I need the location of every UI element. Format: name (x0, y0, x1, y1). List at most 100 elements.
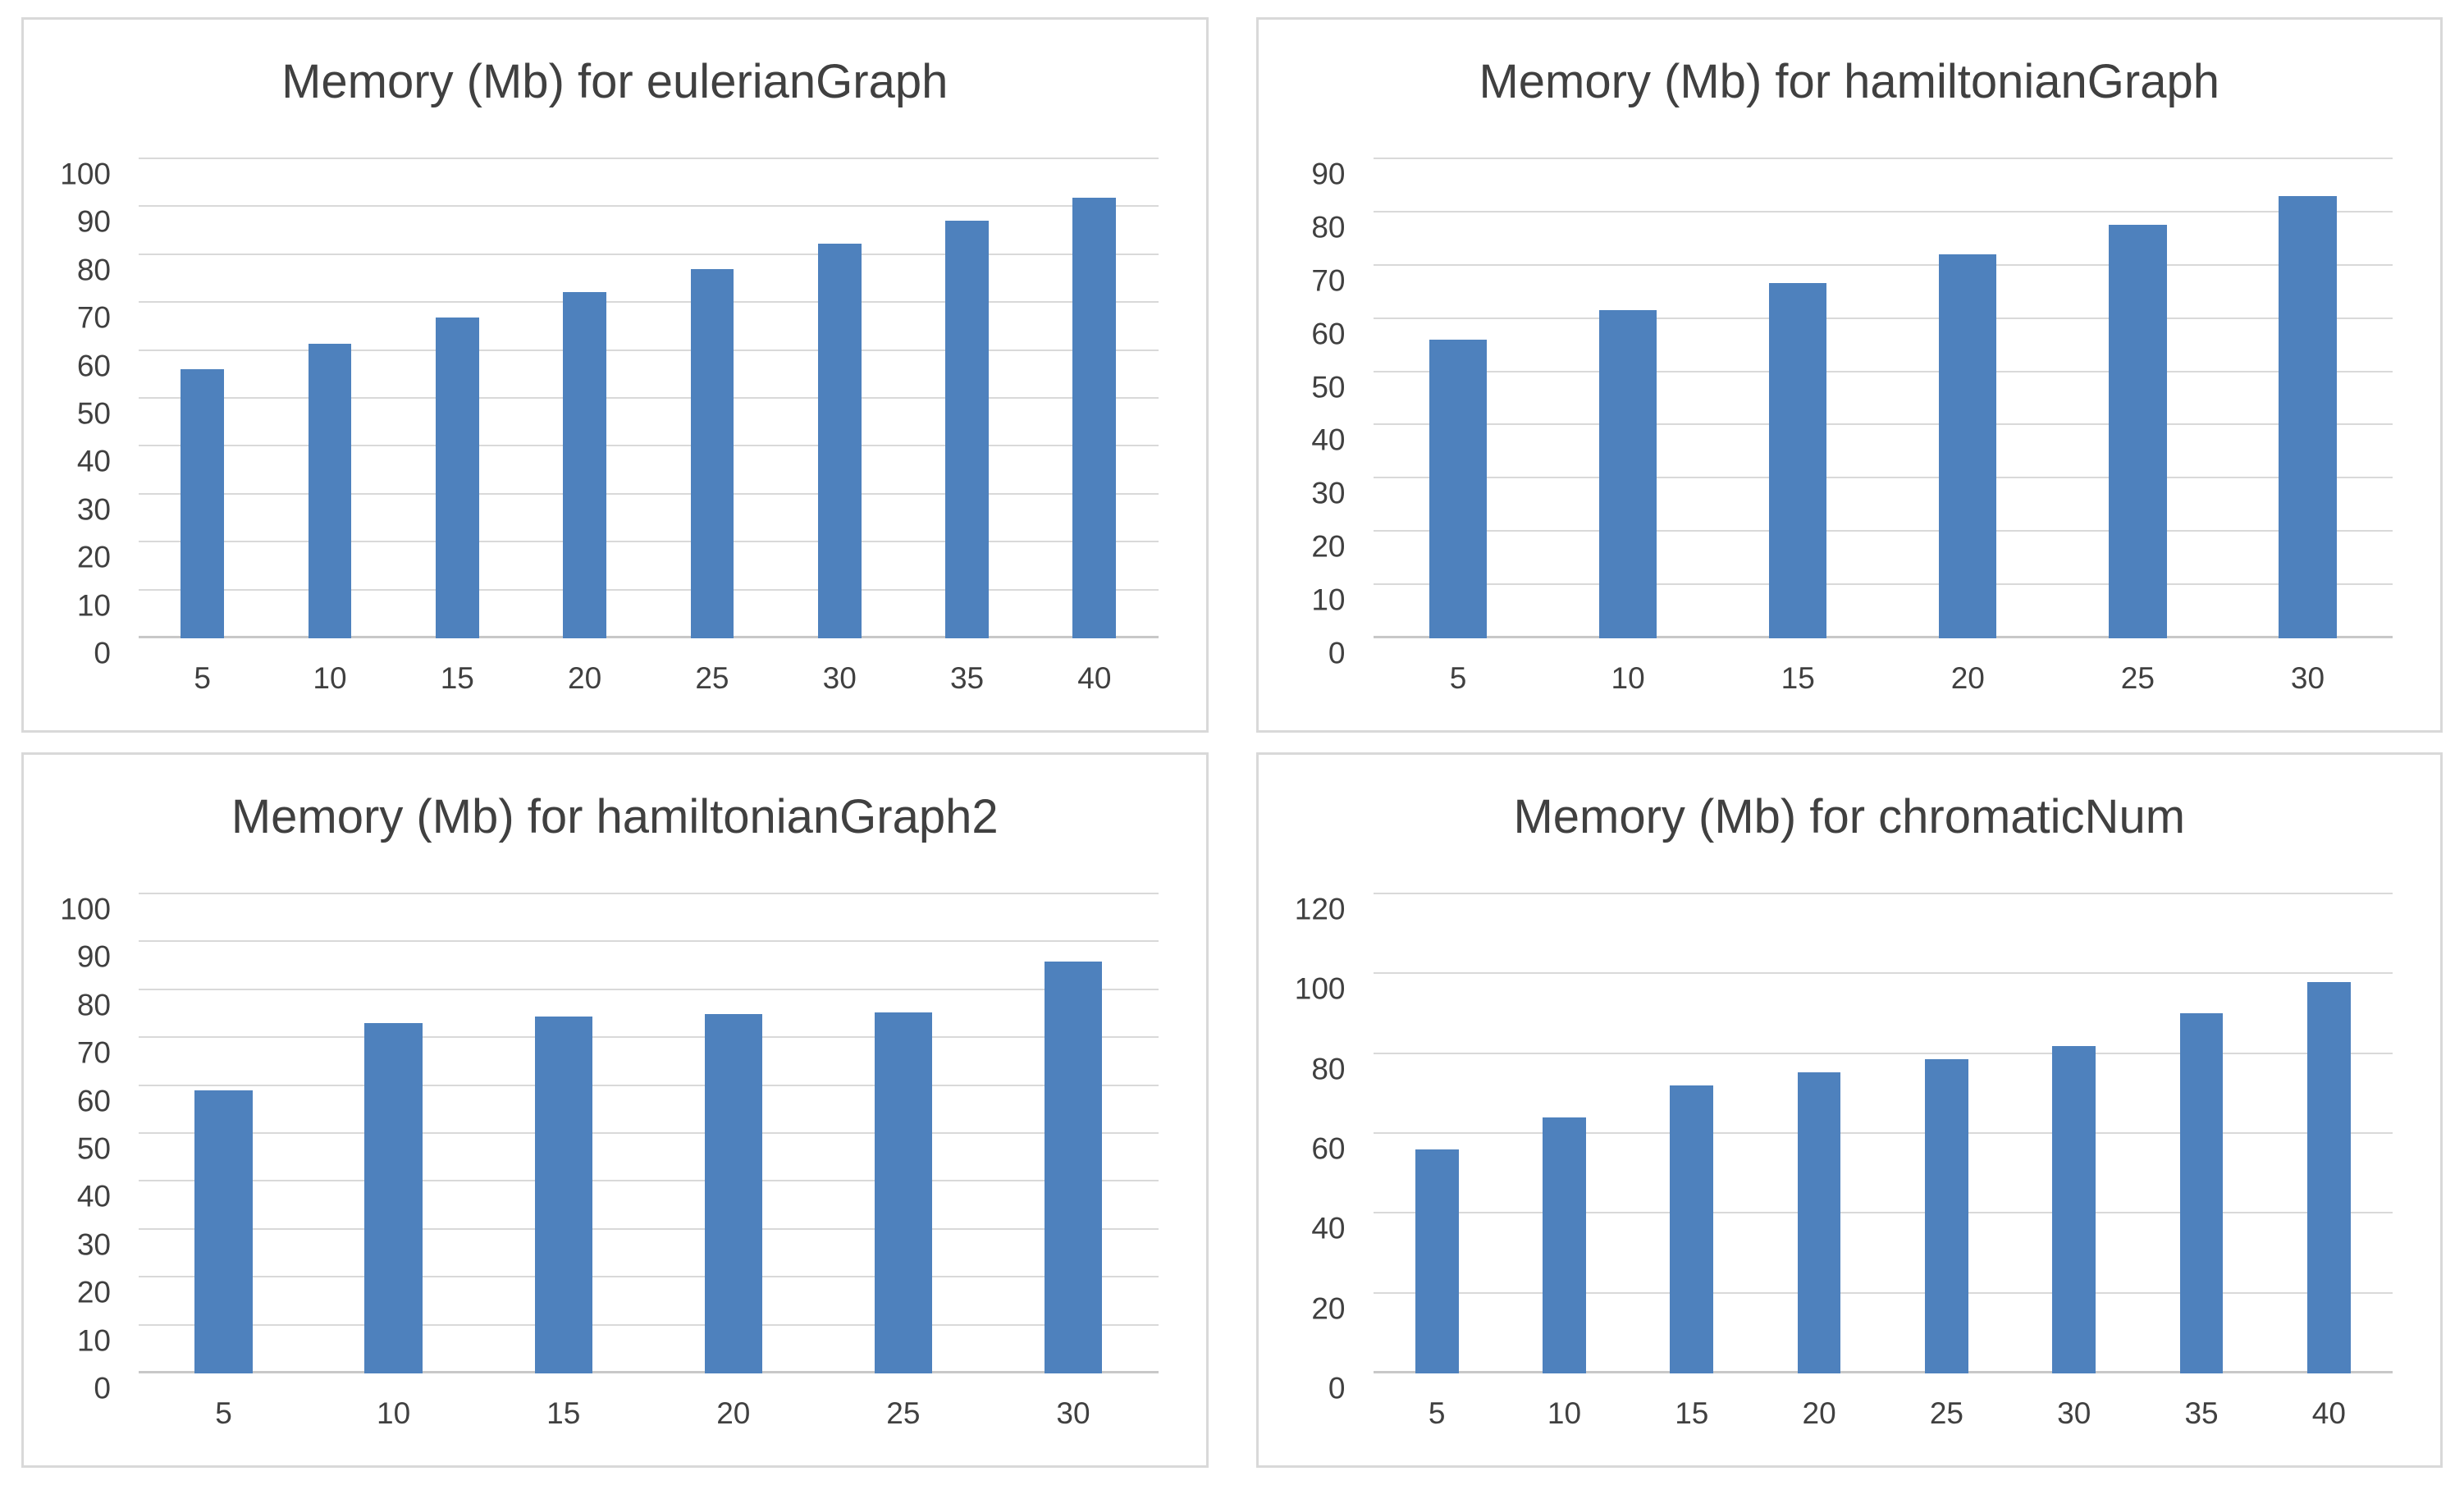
x-tick-label: 25 (2120, 661, 2155, 695)
chart-chromatic-num: Memory (Mb) for chromaticNum 0 20 40 60 80 10… (1255, 752, 2443, 1468)
chart-title: Memory (Mb) for hamiltonianGraph2 (231, 790, 999, 843)
gridline (1373, 370, 2393, 372)
bar (1415, 1149, 1459, 1373)
bar (945, 221, 989, 638)
y-tick-label: 60 (1311, 317, 1346, 351)
gridline (139, 988, 1159, 990)
gridline (139, 1227, 1159, 1230)
gridline (1373, 530, 2393, 532)
y-tick-label: 60 (76, 349, 111, 383)
x-tick-label: 5 (1449, 661, 1467, 695)
gridline (1373, 158, 2393, 159)
x-tick-label: 10 (1547, 1396, 1582, 1430)
y-tick-label: 50 (76, 396, 111, 431)
y-tick-label: 40 (1311, 423, 1346, 457)
x-tick-label: 5 (1428, 1396, 1446, 1430)
y-tick-label: 60 (1311, 1131, 1346, 1166)
y-tick-label: 60 (76, 1084, 111, 1118)
y-tick-label: 10 (76, 588, 111, 623)
gridline (1373, 1291, 2393, 1294)
bar (1429, 339, 1488, 638)
y-tick-label: 40 (76, 1179, 111, 1213)
bar (2052, 1045, 2096, 1373)
bar (181, 368, 225, 638)
x-tick-label: 15 (546, 1396, 581, 1430)
y-tick-label: 20 (76, 1275, 111, 1309)
y-tick-label: 50 (76, 1131, 111, 1166)
x-tick-label: 25 (1929, 1396, 1963, 1430)
gridline (139, 301, 1159, 304)
charts-grid: Memory (Mb) for eulerianGraph 0 10 20 30 40 5… (21, 17, 2443, 1468)
bar (1072, 197, 1117, 638)
bar (2306, 982, 2351, 1373)
y-tick-label: 70 (76, 300, 111, 335)
plot-area: 0 10 20 30 40 50 60 70 80 90 100 5 10 15 20 25 30 35 40 (60, 158, 1159, 695)
x-tick-label: 20 (1950, 661, 1985, 695)
gridline (139, 253, 1159, 255)
y-tick-label: 90 (76, 204, 111, 239)
x-tick-label: 10 (1611, 661, 1645, 695)
x-tick-label: 35 (949, 661, 985, 695)
gridline (139, 205, 1159, 208)
gridline (139, 349, 1159, 351)
bar (704, 1014, 762, 1373)
chart-title: Memory (Mb) for chromaticNum (1513, 790, 2186, 843)
y-tick-label: 90 (1311, 157, 1346, 191)
y-tick-label: 0 (94, 1371, 111, 1405)
y-tick-label: 100 (60, 157, 111, 191)
bar (1797, 1071, 1841, 1373)
bar (1939, 254, 1997, 638)
y-tick-label: 40 (1311, 1211, 1346, 1245)
bar (817, 244, 862, 638)
chart-title: Memory (Mb) for hamiltonianGraph (1479, 55, 2219, 108)
gridline (1373, 1052, 2393, 1054)
x-tick-label: 20 (1802, 1396, 1836, 1430)
gridline (139, 492, 1159, 495)
x-tick-label: 40 (1077, 661, 1112, 695)
y-tick-label: 50 (1311, 370, 1346, 404)
bar (2279, 195, 2337, 638)
bar (308, 343, 352, 638)
y-tick-label: 30 (76, 492, 111, 527)
gridline (139, 541, 1159, 543)
y-tick-label: 0 (1328, 636, 1346, 670)
x-tick-label: 40 (2311, 1396, 2346, 1430)
bar (874, 1012, 933, 1373)
y-tick-label: 20 (76, 540, 111, 574)
x-tick-label: 30 (822, 661, 857, 695)
x-tick-label: 20 (568, 661, 602, 695)
bar (2179, 1013, 2224, 1373)
chart-hamiltonian-graph: Memory (Mb) for hamiltonianGraph 0 10 20 30… (1255, 17, 2443, 733)
chart-hamiltonian-graph2: Memory (Mb) for hamiltonianGraph2 0 10 20 3… (21, 752, 1209, 1468)
gridline (1373, 477, 2393, 479)
gridline (1373, 1212, 2393, 1214)
y-tick-label: 80 (76, 253, 111, 287)
gridline (1373, 263, 2393, 266)
x-tick-label: 15 (1675, 1396, 1709, 1430)
gridline (1373, 317, 2393, 319)
y-tick-label: 10 (1311, 583, 1346, 617)
bar (435, 318, 479, 638)
gridline (1373, 893, 2393, 894)
gridline (1373, 1132, 2393, 1134)
x-axis-line (1373, 636, 2393, 638)
plot-area: 0 20 40 60 80 100 120 5 10 15 20 25 30 35 40 (1295, 893, 2393, 1430)
gridline (139, 445, 1159, 447)
gridline (1373, 423, 2393, 426)
bar (1670, 1085, 1714, 1373)
x-tick-label: 10 (377, 1396, 411, 1430)
bar (534, 1016, 592, 1373)
gridline (139, 158, 1159, 159)
gridline (139, 1132, 1159, 1134)
bar (194, 1090, 253, 1373)
gridline (139, 397, 1159, 399)
plot-area: 0 10 20 30 40 50 60 70 80 90 100 5 10 15 20 25 30 (60, 893, 1159, 1430)
gridline (139, 1276, 1159, 1278)
y-tick-label: 80 (1311, 1052, 1346, 1086)
gridline (139, 940, 1159, 943)
y-tick-label: 20 (1311, 1291, 1346, 1326)
gridline (139, 1084, 1159, 1086)
gridline (139, 1036, 1159, 1039)
y-tick-label: 0 (94, 636, 111, 670)
y-tick-label: 120 (1294, 892, 1346, 926)
